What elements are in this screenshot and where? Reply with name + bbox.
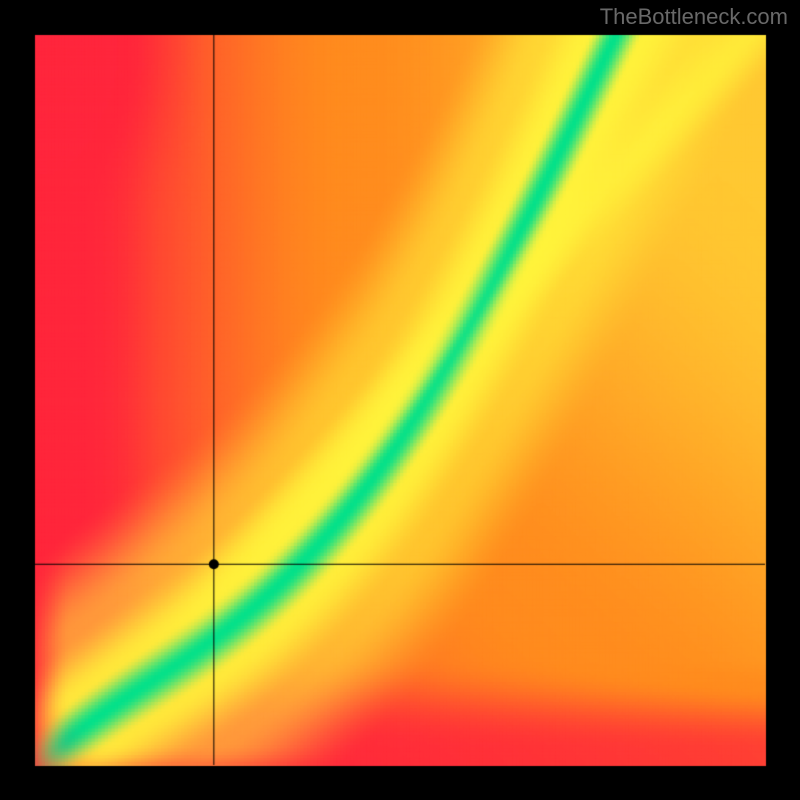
chart-container: TheBottleneck.com bbox=[0, 0, 800, 800]
watermark-text: TheBottleneck.com bbox=[600, 4, 788, 30]
bottleneck-heatmap bbox=[0, 0, 800, 800]
